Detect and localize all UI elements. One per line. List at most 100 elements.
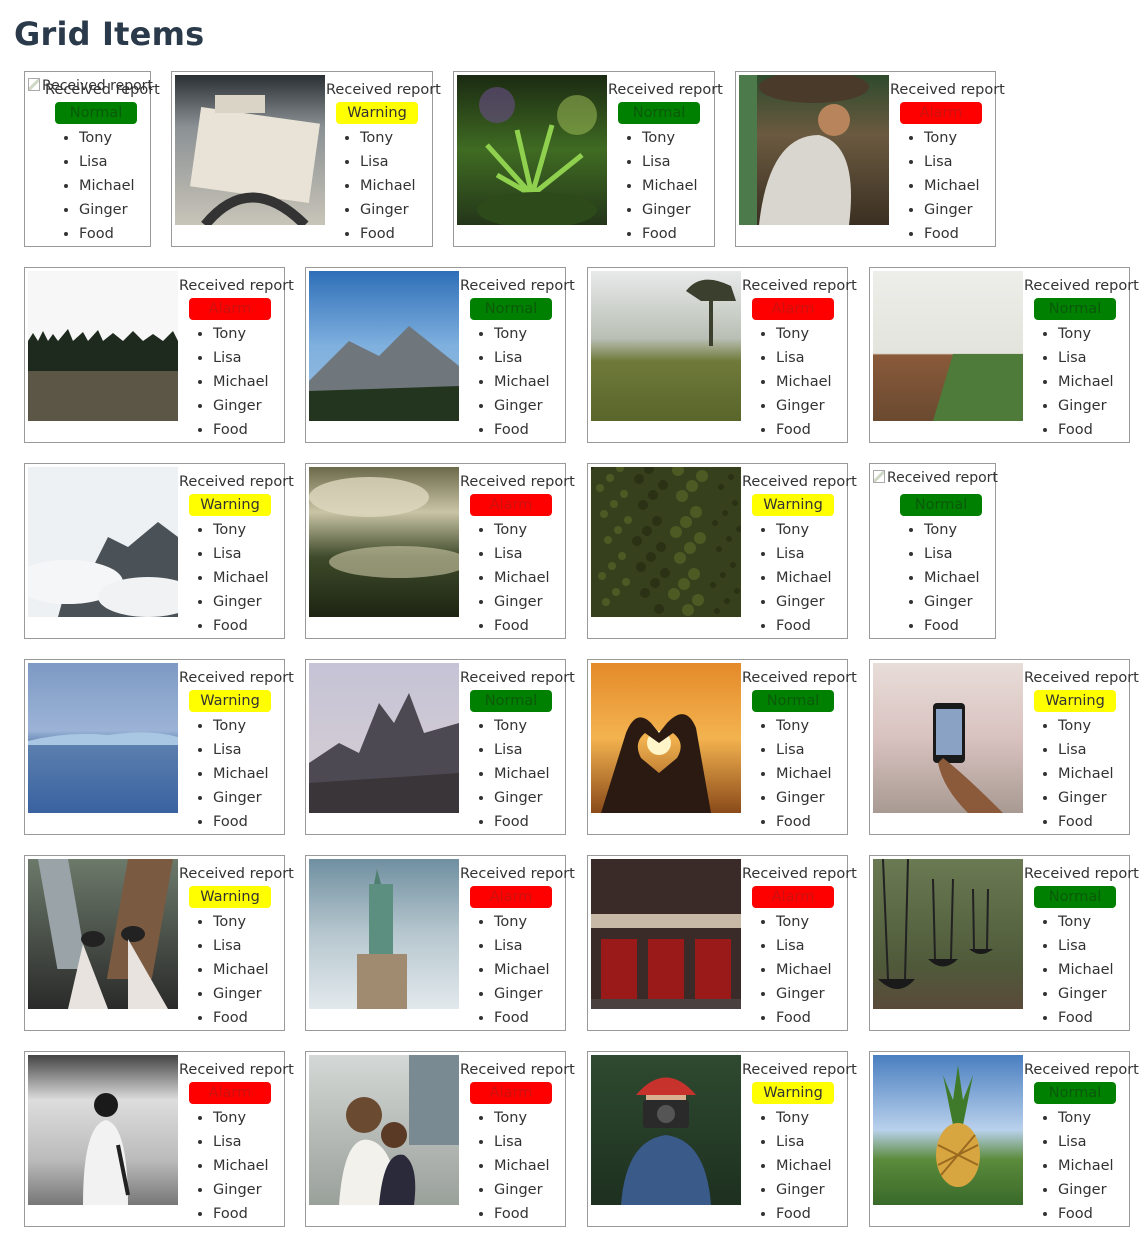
card-info: Received report AlarmTonyLisaMichaelGinge… [460,862,575,1030]
list-item: Ginger [1058,1178,1139,1202]
name-list: TonyLisaMichaelGingerFood [742,518,857,638]
report-label: Received report [460,278,575,294]
card-info: Received report NormalTonyLisaMichaelGing… [1024,1058,1139,1226]
list-item: Ginger [213,982,294,1006]
grid-card: Received report WarningTonyLisaMichaelGin… [587,463,857,639]
status-badge: Alarm [470,1082,552,1104]
grid-card: Received report NormalTonyLisaMichaelGing… [869,855,1139,1031]
list-item: Ginger [213,786,294,810]
grid-card: Received report WarningTonyLisaMichaelGin… [24,463,294,639]
name-list: TonyLisaMichaelGingerFood [179,518,294,638]
name-list: TonyLisaMichaelGingerFood [179,714,294,834]
swings-photo [873,859,1023,1009]
page-title: Grid Items [14,15,205,53]
card-info: Received report AlarmTonyLisaMichaelGinge… [890,78,1005,246]
report-label: Received report [179,866,294,882]
grid-card: Received report AlarmTonyLisaMichaelGinge… [587,267,857,443]
list-item: Lisa [213,346,294,370]
list-item: Lisa [494,346,575,370]
list-item: Food [494,810,575,834]
moss-texture-photo [591,467,741,617]
camera-girl-photo [591,1055,741,1205]
list-item: Lisa [1058,934,1139,958]
foggy-hill-photo [591,271,741,421]
grid-card: Received report WarningTonyLisaMichaelGin… [587,1051,857,1227]
name-list: TonyLisaMichaelGingerFood [460,322,575,442]
list-item: Michael [213,762,294,786]
status-badge: Normal [1034,298,1116,320]
card-info: Received report WarningTonyLisaMichaelGin… [1024,666,1139,834]
status-badge: Warning [752,1082,834,1104]
card-info: Received report AlarmTonyLisaMichaelGinge… [460,470,575,638]
list-item: Lisa [494,542,575,566]
name-list: TonyLisaMichaelGingerFood [890,126,1005,246]
list-item: Michael [213,566,294,590]
list-item: Ginger [776,590,857,614]
cloudy-cliffs-photo [28,467,178,617]
image-alt-text: Received report [42,78,153,94]
grid-card: Received report AlarmTonyLisaMichaelGinge… [305,463,575,639]
report-label: Received report [1024,866,1139,882]
list-item: Michael [924,174,1005,198]
list-item: Michael [494,1154,575,1178]
list-item: Tony [213,910,294,934]
status-badge: Normal [900,494,982,516]
name-list: TonyLisaMichaelGingerFood [742,910,857,1030]
list-item: Food [1058,1006,1139,1030]
name-list: TonyLisaMichaelGingerFood [179,910,294,1030]
heart-sunset-photo [591,663,741,813]
list-item: Lisa [776,1130,857,1154]
list-item: Tony [776,910,857,934]
list-item: Lisa [1058,346,1139,370]
grid-card: Received report WarningTonyLisaMichaelGin… [24,855,294,1031]
forest-field-photo [28,271,178,421]
list-item: Lisa [924,150,1005,174]
grid-card: Received report NormalTonyLisaMichaelGing… [305,267,575,443]
list-item: Michael [776,762,857,786]
card-info: Received report WarningTonyLisaMichaelGin… [179,470,294,638]
list-item: Lisa [776,934,857,958]
list-item: Lisa [924,542,982,566]
list-item: Ginger [494,590,575,614]
list-item: Lisa [642,150,723,174]
report-label: Received report [1024,278,1139,294]
grid-card: Received report AlarmTonyLisaMichaelGinge… [587,855,857,1031]
statue-liberty-photo [309,859,459,1009]
list-item: Tony [213,518,294,542]
report-label: Received report [742,474,857,490]
status-badge: Alarm [752,298,834,320]
report-label: Received report [742,866,857,882]
report-label: Received report [179,1062,294,1078]
list-item: Ginger [213,394,294,418]
list-item: Lisa [213,542,294,566]
card-info: NormalTonyLisaMichaelGingerFood [890,470,982,638]
list-item: Tony [360,126,441,150]
card-info: Received report WarningTonyLisaMichaelGin… [742,470,857,638]
list-item: Ginger [494,786,575,810]
list-item: Lisa [213,1130,294,1154]
name-list: TonyLisaMichaelGingerFood [1024,322,1139,442]
list-item: Food [494,1006,575,1030]
list-item: Ginger [776,1178,857,1202]
list-item: Tony [642,126,723,150]
list-item: Food [213,614,294,638]
grid-card: Received report NormalTonyLisaMichaelGing… [305,659,575,835]
document-photo [175,75,325,225]
list-item: Food [494,1202,575,1226]
list-item: Lisa [213,738,294,762]
grid-card: Received report AlarmTonyLisaMichaelGinge… [24,267,294,443]
report-label: Received report [179,670,294,686]
list-item: Food [776,418,857,442]
report-label: Received report [326,82,441,98]
broken-image-icon: Received report [873,470,998,486]
list-item: Michael [776,958,857,982]
list-item: Tony [1058,910,1139,934]
list-item: Michael [1058,1154,1139,1178]
report-label: Received report [179,278,294,294]
card-info: Received report NormalTonyLisaMichaelGing… [45,78,160,246]
list-item: Michael [213,958,294,982]
status-badge: Normal [1034,1082,1116,1104]
phone-beach-photo [873,663,1023,813]
list-item: Tony [494,322,575,346]
card-info: Received report AlarmTonyLisaMichaelGinge… [742,274,857,442]
